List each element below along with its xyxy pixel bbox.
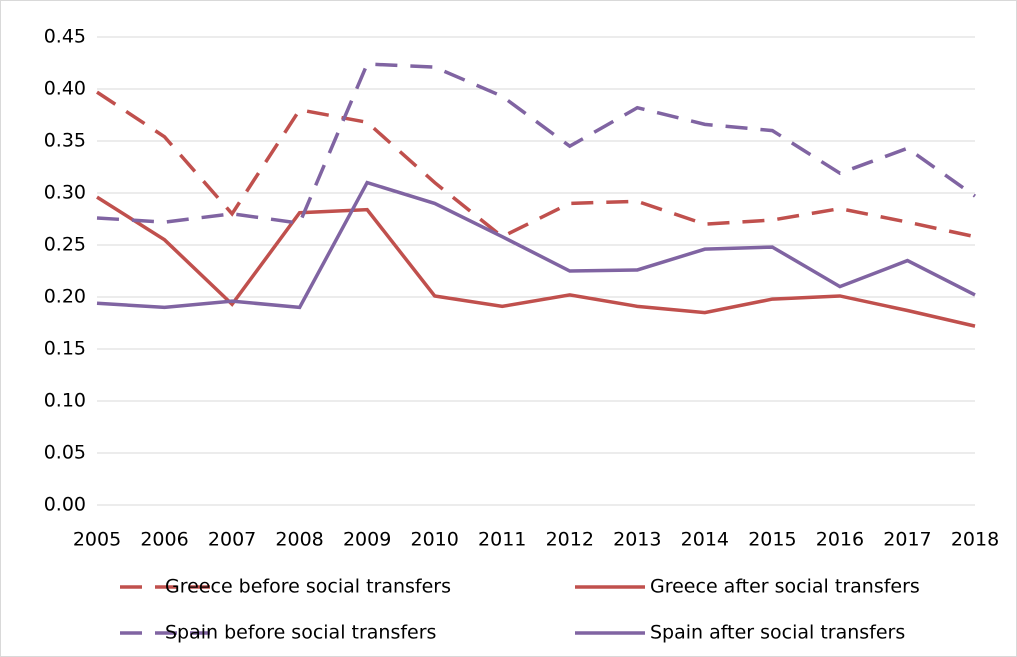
y-tick-label: 0.25 (44, 234, 86, 256)
legend-label: Spain before social transfers (165, 622, 436, 644)
y-tick-label: 0.00 (44, 494, 86, 516)
x-tick-label: 2005 (73, 529, 121, 551)
x-tick-label: 2009 (343, 529, 391, 551)
series-line (96, 195, 976, 328)
series-line (96, 180, 976, 310)
x-tick-label: 2007 (208, 529, 256, 551)
y-tick-label: 0.35 (44, 130, 86, 152)
x-tick-label: 2015 (748, 529, 796, 551)
legend-label: Spain after social transfers (650, 622, 905, 644)
x-tick-label: 2014 (681, 529, 729, 551)
y-tick-label: 0.30 (44, 182, 86, 204)
x-tick-label: 2006 (140, 529, 188, 551)
x-tick-label: 2012 (546, 529, 594, 551)
legend-label: Greece before social transfers (165, 576, 451, 598)
legend-label: Greece after social transfers (650, 576, 920, 598)
x-tick-label: 2016 (816, 529, 864, 551)
x-tick-label: 2011 (478, 529, 526, 551)
x-tick-label: 2018 (951, 529, 999, 551)
y-tick-label: 0.15 (44, 338, 86, 360)
x-tick-label: 2010 (411, 529, 459, 551)
y-tick-label: 0.20 (44, 286, 86, 308)
y-tick-label: 0.05 (44, 442, 86, 464)
y-tick-label: 0.45 (44, 26, 86, 48)
series-line (96, 62, 977, 226)
x-tick-label: 2008 (275, 529, 323, 551)
y-tick-label: 0.10 (44, 390, 86, 412)
series-line (96, 90, 976, 239)
y-tick-label: 0.40 (44, 78, 86, 100)
x-tick-label: 2013 (613, 529, 661, 551)
x-tick-label: 2017 (883, 529, 931, 551)
